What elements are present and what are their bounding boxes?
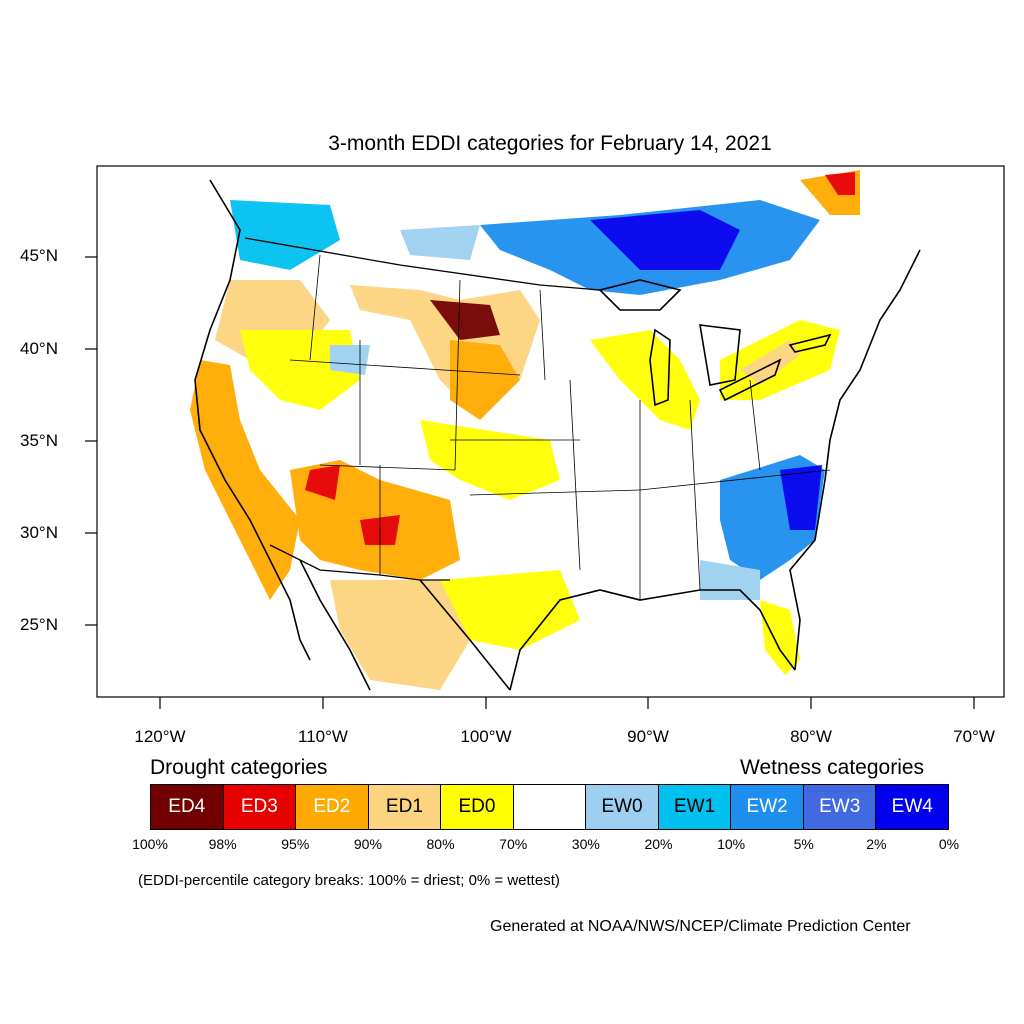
credit-line: Generated at NOAA/NWS/NCEP/Climate Predi… [490, 918, 911, 935]
field-northern-ew4 [590, 210, 740, 270]
wetness-heading: Wetness categories [740, 756, 925, 779]
lake-erie [718, 358, 782, 402]
oklahoma-border [469, 489, 641, 496]
percentile-label: 90% [353, 836, 382, 852]
field-mexico-ed1 [330, 580, 470, 690]
field-nevada-ed3 [305, 465, 340, 500]
field-idaho-ew0 [330, 345, 370, 375]
legend-swatch-ew2: EW2 [731, 785, 804, 829]
percentile-label: 30% [571, 836, 600, 852]
minnesota-border [539, 289, 546, 381]
lat-42-border [289, 359, 521, 376]
field-west-coast-ed2 [190, 360, 300, 600]
lon-label-90: 90°W [627, 727, 669, 746]
category-legend: ED4 ED3 ED2 ED1 ED0 EW0 EW1 EW2 EW3 EW4 [150, 784, 949, 830]
percentile-label: 0% [938, 836, 960, 852]
lake-michigan [649, 328, 671, 407]
field-erie-ed1 [740, 340, 800, 385]
legend-swatch-ed3: ED3 [223, 785, 297, 829]
lat-ticks [85, 256, 97, 626]
category-note: (EDDI-percentile category breaks: 100% =… [138, 872, 560, 889]
pacific-coast [194, 179, 311, 661]
field-dakota-ed4 [430, 300, 500, 340]
canada-border [244, 237, 601, 291]
lat-label-40: 40°N [20, 339, 58, 358]
four-corners-border [319, 464, 456, 471]
plains-border [454, 279, 461, 471]
percentile-label: 70% [499, 836, 528, 852]
field-northdakota-ew0 [400, 225, 480, 260]
tennessee-border [639, 469, 831, 491]
lake-huron [699, 324, 741, 386]
legend-swatch-ed0: ED0 [441, 785, 514, 829]
lake-ontario [788, 333, 832, 353]
lat-label-45: 45°N [20, 246, 58, 265]
field-lakes-ed0 [590, 330, 700, 430]
lon-label-120: 120°W [134, 727, 186, 746]
eddi-color-fields [190, 170, 860, 690]
ohio-border [749, 379, 761, 471]
percentile-label: 98% [208, 836, 237, 852]
legend-swatch-ew0: EW0 [586, 785, 659, 829]
field-northwest-ew1 [230, 200, 340, 270]
idaho-border [309, 254, 321, 361]
field-plains-ed2 [450, 340, 520, 420]
legend-swatch-ew4: EW4 [876, 785, 949, 829]
atlantic-coast [789, 249, 921, 671]
percentile-label: 10% [717, 836, 746, 852]
percentile-label: 5% [793, 836, 814, 852]
drought-heading: Drought categories [150, 756, 328, 779]
baja-gulf-coast [299, 559, 371, 691]
legend-swatch-ew3: EW3 [803, 785, 877, 829]
lon-label-100: 100°W [460, 727, 512, 746]
legend-swatch-neutral [513, 785, 587, 829]
lon-label-110: 110°W [298, 727, 348, 746]
percentile-label: 100% [132, 836, 168, 852]
field-carolina-ew4 [780, 465, 822, 530]
field-texas-ed0 [440, 570, 580, 650]
gulf-coast [509, 589, 796, 691]
lake-superior [598, 279, 682, 311]
percentile-label: 80% [426, 836, 455, 852]
legend-swatch-ed4: ED4 [151, 785, 224, 829]
map-title: 3-month EDDI categories for February 14,… [328, 132, 772, 155]
lon-label-80: 80°W [790, 727, 832, 746]
coastlines [194, 179, 921, 691]
percentile-label: 20% [644, 836, 673, 852]
field-quebec-ed3 [825, 172, 855, 195]
field-florida-ed0 [760, 600, 800, 675]
lat-label-25: 25°N [20, 615, 58, 634]
missouri-border [569, 379, 581, 571]
alabama-border [689, 399, 701, 591]
lat-label-35: 35°N [20, 431, 58, 450]
percentile-label: 95% [281, 836, 310, 852]
state-borders [289, 254, 831, 600]
lat-label-30: 30°N [20, 523, 58, 542]
mexico-interior [419, 579, 511, 691]
lon-label-70: 70°W [953, 727, 995, 746]
percentile-label: 2% [866, 836, 887, 852]
legend-swatch-ew1: EW1 [658, 785, 732, 829]
legend-swatch-ed2: ED2 [296, 785, 369, 829]
legend-swatch-ed1: ED1 [368, 785, 442, 829]
lon-ticks [159, 697, 975, 709]
